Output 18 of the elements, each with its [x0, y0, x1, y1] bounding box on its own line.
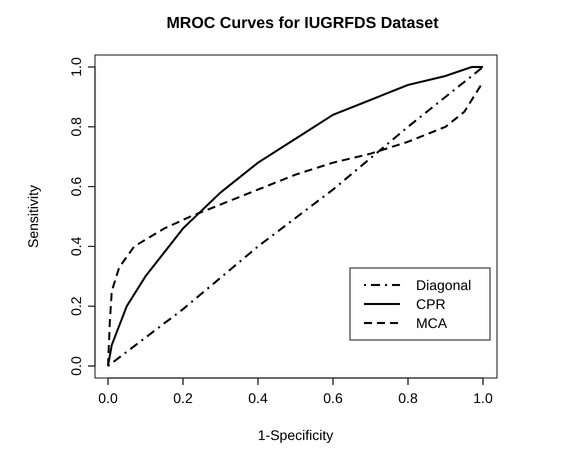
x-tick-label: 0.0: [98, 390, 118, 406]
x-tick-label: 0.8: [398, 390, 418, 406]
chart-title: MROC Curves for IUGRFDS Dataset: [166, 15, 440, 32]
legend-label: Diagonal: [416, 276, 472, 293]
x-tick-label: 0.6: [323, 390, 343, 406]
legend-label: MCA: [416, 314, 448, 331]
y-tick-label: 0.0: [68, 356, 84, 376]
y-tick-label: 0.6: [68, 176, 84, 196]
y-tick-label: 1.0: [68, 57, 84, 77]
x-axis-title: 1-Specificity: [258, 427, 334, 443]
legend-label: CPR: [416, 296, 446, 312]
x-tick-label: 0.2: [173, 390, 193, 406]
y-tick-label: 0.2: [68, 296, 84, 316]
x-tick-label: 0.4: [248, 390, 268, 406]
x-tick-label: 1.0: [473, 390, 493, 406]
y-axis-title: Sensitivity: [25, 184, 41, 248]
y-tick-label: 0.4: [68, 236, 84, 256]
y-tick-label: 0.8: [68, 116, 84, 137]
